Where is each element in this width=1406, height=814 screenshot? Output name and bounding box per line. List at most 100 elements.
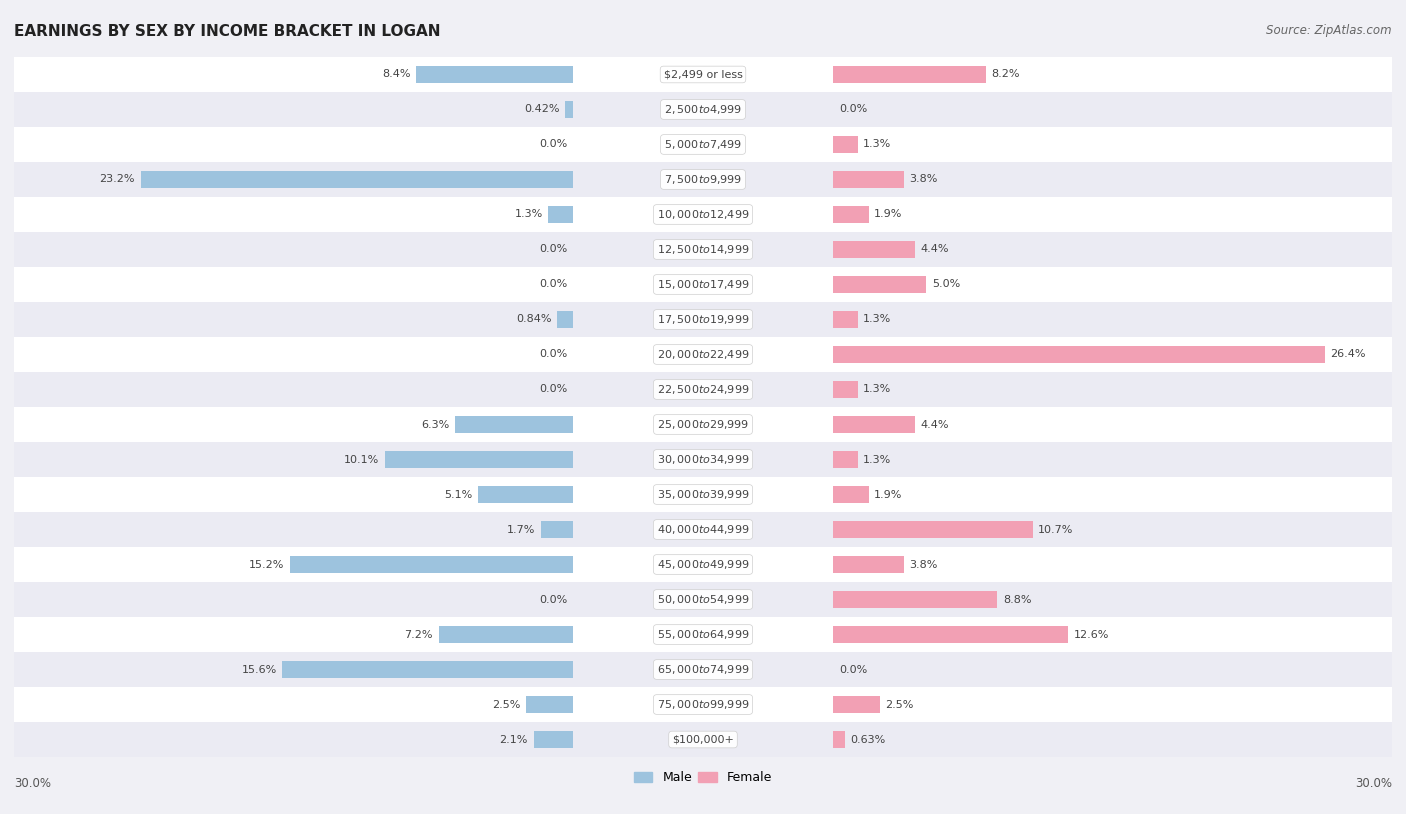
Bar xyxy=(834,521,1032,538)
Text: 15.6%: 15.6% xyxy=(242,664,277,675)
Bar xyxy=(834,171,904,188)
Bar xyxy=(14,617,1392,652)
Text: 23.2%: 23.2% xyxy=(100,174,135,185)
Text: 1.9%: 1.9% xyxy=(875,209,903,220)
Bar xyxy=(14,582,1392,617)
Bar xyxy=(14,722,1392,757)
Bar xyxy=(834,381,858,398)
Text: 8.2%: 8.2% xyxy=(991,69,1021,80)
Text: 3.8%: 3.8% xyxy=(910,559,938,570)
Bar xyxy=(478,486,572,503)
Text: $2,500 to $4,999: $2,500 to $4,999 xyxy=(664,103,742,116)
Text: $20,000 to $22,499: $20,000 to $22,499 xyxy=(657,348,749,361)
Text: 12.6%: 12.6% xyxy=(1074,629,1109,640)
Bar xyxy=(834,241,915,258)
Text: 30.0%: 30.0% xyxy=(14,777,51,790)
Text: 2.1%: 2.1% xyxy=(499,734,529,745)
Text: 15.2%: 15.2% xyxy=(249,559,284,570)
Text: $75,000 to $99,999: $75,000 to $99,999 xyxy=(657,698,749,711)
Bar xyxy=(456,416,572,433)
Bar xyxy=(385,451,572,468)
Bar xyxy=(14,197,1392,232)
Text: 0.0%: 0.0% xyxy=(538,594,567,605)
Bar xyxy=(834,416,915,433)
Bar xyxy=(14,127,1392,162)
Text: 1.3%: 1.3% xyxy=(863,384,891,395)
Text: 1.3%: 1.3% xyxy=(863,139,891,150)
Bar xyxy=(14,652,1392,687)
Bar xyxy=(834,66,986,83)
Text: $10,000 to $12,499: $10,000 to $12,499 xyxy=(657,208,749,221)
Text: $50,000 to $54,999: $50,000 to $54,999 xyxy=(657,593,749,606)
Text: 0.0%: 0.0% xyxy=(839,664,868,675)
Bar xyxy=(541,521,572,538)
Text: 26.4%: 26.4% xyxy=(1330,349,1367,360)
Text: 0.0%: 0.0% xyxy=(538,279,567,290)
Bar xyxy=(834,451,858,468)
Text: 3.8%: 3.8% xyxy=(910,174,938,185)
Bar xyxy=(834,346,1324,363)
Bar xyxy=(834,206,869,223)
Text: 1.3%: 1.3% xyxy=(863,314,891,325)
Bar xyxy=(290,556,572,573)
Bar xyxy=(14,372,1392,407)
Text: Source: ZipAtlas.com: Source: ZipAtlas.com xyxy=(1267,24,1392,37)
Text: $100,000+: $100,000+ xyxy=(672,734,734,745)
Text: 4.4%: 4.4% xyxy=(921,419,949,430)
Text: $25,000 to $29,999: $25,000 to $29,999 xyxy=(657,418,749,431)
Bar xyxy=(834,731,845,748)
Text: $65,000 to $74,999: $65,000 to $74,999 xyxy=(657,663,749,676)
Text: 10.1%: 10.1% xyxy=(343,454,380,465)
Bar xyxy=(14,302,1392,337)
Text: $15,000 to $17,499: $15,000 to $17,499 xyxy=(657,278,749,291)
Bar xyxy=(14,547,1392,582)
Bar xyxy=(439,626,572,643)
Bar xyxy=(283,661,572,678)
Text: $40,000 to $44,999: $40,000 to $44,999 xyxy=(657,523,749,536)
Text: 0.84%: 0.84% xyxy=(516,314,551,325)
Text: 30.0%: 30.0% xyxy=(1355,777,1392,790)
Bar xyxy=(14,477,1392,512)
Text: $45,000 to $49,999: $45,000 to $49,999 xyxy=(657,558,749,571)
Text: 6.3%: 6.3% xyxy=(422,419,450,430)
Text: 0.0%: 0.0% xyxy=(538,244,567,255)
Bar xyxy=(834,486,869,503)
Text: 2.5%: 2.5% xyxy=(492,699,520,710)
Bar xyxy=(526,696,572,713)
Bar xyxy=(14,92,1392,127)
Text: $30,000 to $34,999: $30,000 to $34,999 xyxy=(657,453,749,466)
Bar xyxy=(14,162,1392,197)
Bar xyxy=(557,311,572,328)
Bar xyxy=(834,626,1069,643)
Bar xyxy=(141,171,572,188)
Bar xyxy=(14,337,1392,372)
Text: $5,000 to $7,499: $5,000 to $7,499 xyxy=(664,138,742,151)
Text: 5.0%: 5.0% xyxy=(932,279,960,290)
Legend: Male, Female: Male, Female xyxy=(628,766,778,790)
Text: $22,500 to $24,999: $22,500 to $24,999 xyxy=(657,383,749,396)
Bar xyxy=(834,556,904,573)
Text: $17,500 to $19,999: $17,500 to $19,999 xyxy=(657,313,749,326)
Text: 0.63%: 0.63% xyxy=(851,734,886,745)
Bar xyxy=(14,267,1392,302)
Text: 0.0%: 0.0% xyxy=(538,384,567,395)
Bar xyxy=(834,311,858,328)
Bar xyxy=(533,731,572,748)
Text: 0.42%: 0.42% xyxy=(524,104,560,115)
Bar xyxy=(14,232,1392,267)
Bar xyxy=(416,66,572,83)
Text: $35,000 to $39,999: $35,000 to $39,999 xyxy=(657,488,749,501)
Bar xyxy=(834,696,880,713)
Text: 0.0%: 0.0% xyxy=(538,139,567,150)
Text: 10.7%: 10.7% xyxy=(1038,524,1074,535)
Text: 4.4%: 4.4% xyxy=(921,244,949,255)
Bar xyxy=(548,206,572,223)
Bar xyxy=(834,136,858,153)
Text: 8.4%: 8.4% xyxy=(382,69,411,80)
Text: 1.3%: 1.3% xyxy=(863,454,891,465)
Text: $7,500 to $9,999: $7,500 to $9,999 xyxy=(664,173,742,186)
Text: 1.9%: 1.9% xyxy=(875,489,903,500)
Text: 1.7%: 1.7% xyxy=(508,524,536,535)
Text: $2,499 or less: $2,499 or less xyxy=(664,69,742,80)
Text: $55,000 to $64,999: $55,000 to $64,999 xyxy=(657,628,749,641)
